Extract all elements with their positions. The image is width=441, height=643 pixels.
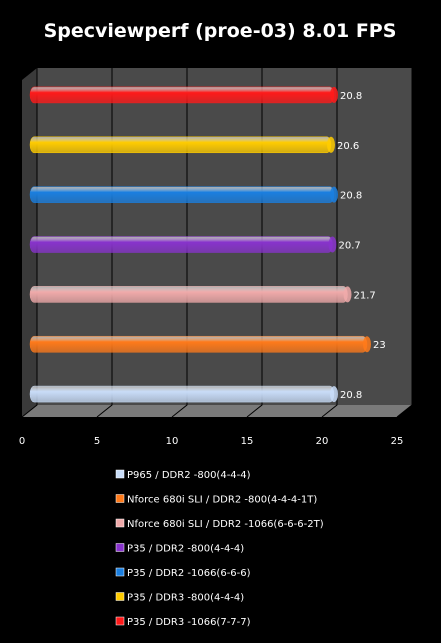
bar	[29, 385, 335, 403]
legend-item: P35 / DDR2 -1066(6-6-6)	[115, 567, 251, 579]
bar	[29, 186, 335, 203]
legend-label: P35 / DDR2 -800(4-4-4)	[127, 544, 244, 555]
x-tick-label: 10	[166, 436, 179, 447]
x-tick-label: 20	[316, 436, 329, 447]
bar	[29, 335, 368, 353]
bar-end-cap	[330, 86, 338, 103]
bar	[29, 86, 335, 104]
gridline	[96, 68, 113, 418]
bar-group: 20.6	[29, 136, 359, 154]
bar	[29, 236, 333, 253]
bars: 20.8 20.6 20.8 20.7 21.7 23 20.8	[29, 86, 386, 403]
bar-end-cap	[343, 286, 352, 303]
legend: P965 / DDR2 -800(4-4-4) Nforce 680i SLI /…	[115, 469, 324, 628]
x-tick-label: 15	[241, 436, 254, 447]
gridline	[321, 68, 338, 418]
data-label: 20.8	[340, 390, 362, 401]
legend-item: P965 / DDR2 -800(4-4-4)	[115, 469, 251, 481]
legend-item: P35 / DDR3 -800(4-4-4)	[115, 592, 244, 604]
legend-item: Nforce 680i SLI / DDR2 -800(4-4-4-1T)	[115, 494, 317, 506]
bar-group: 20.8	[29, 385, 362, 403]
legend-label: P35 / DDR2 -1066(6-6-6)	[127, 568, 251, 579]
legend-item: P35 / DDR3 -1066(7-7-7)	[115, 616, 251, 628]
x-tick-label: 0	[19, 436, 25, 447]
legend-swatch	[115, 469, 125, 479]
data-label: 20.7	[339, 241, 361, 252]
legend-swatch	[115, 616, 125, 626]
x-tick-label: 5	[94, 436, 100, 447]
bar-end-cap	[328, 236, 337, 253]
legend-label: P35 / DDR3 -800(4-4-4)	[127, 593, 244, 604]
gridline	[396, 68, 413, 418]
gridline	[21, 68, 38, 418]
data-label: 20.8	[340, 91, 362, 102]
bar-end-cap	[327, 136, 335, 153]
gridline	[246, 68, 263, 418]
data-label: 23	[373, 340, 386, 351]
x-axis-ticks: 0 5 10 15 20 25	[19, 436, 404, 447]
legend-swatch	[115, 567, 125, 577]
bar	[29, 136, 332, 154]
legend-swatch	[115, 518, 125, 528]
bar-group: 21.7	[29, 286, 376, 303]
legend-item: P35 / DDR2 -800(4-4-4)	[115, 543, 244, 555]
chart-title: Specviewperf (proe-03) 8.01 FPS	[44, 20, 397, 42]
data-label: 20.8	[340, 191, 362, 202]
bar-group: 23	[29, 335, 386, 353]
legend-label: P965 / DDR2 -800(4-4-4)	[127, 470, 251, 481]
data-label: 21.7	[354, 290, 376, 301]
bar-group: 20.7	[29, 236, 361, 253]
legend-label: P35 / DDR3 -1066(7-7-7)	[127, 617, 251, 628]
legend-label: Nforce 680i SLI / DDR2 -800(4-4-4-1T)	[127, 495, 317, 506]
bar-end-cap	[330, 186, 338, 203]
legend-swatch	[115, 543, 125, 552]
legend-swatch	[115, 592, 125, 601]
gridline	[171, 68, 188, 418]
plot-side-wall	[22, 68, 37, 417]
x-tick-label: 25	[391, 436, 404, 447]
plot-floor	[22, 405, 412, 417]
gridlines	[21, 68, 413, 418]
bar	[29, 286, 348, 303]
data-label: 20.6	[337, 141, 359, 152]
bar-end-cap	[363, 336, 371, 353]
legend-item: Nforce 680i SLI / DDR2 -1066(6-6-6-2T)	[115, 518, 324, 530]
bar-group: 20.8	[29, 86, 362, 104]
legend-swatch	[115, 494, 125, 503]
bar-end-cap	[330, 386, 338, 403]
legend-label: Nforce 680i SLI / DDR2 -1066(6-6-6-2T)	[127, 519, 324, 530]
bar-group: 20.8	[29, 186, 362, 203]
